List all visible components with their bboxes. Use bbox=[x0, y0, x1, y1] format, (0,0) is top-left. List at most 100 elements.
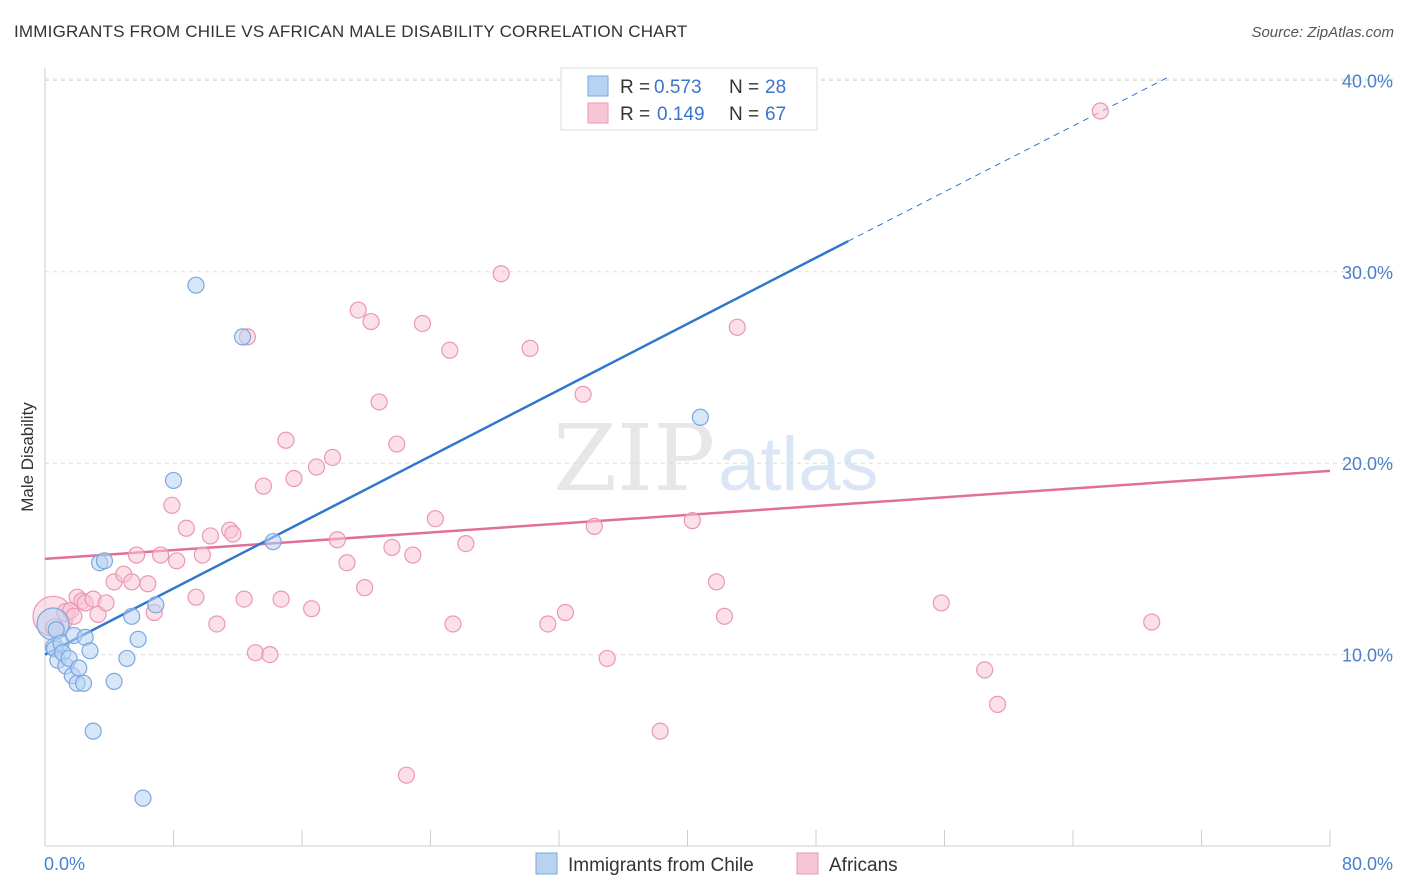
africans-point-53 bbox=[492, 265, 510, 283]
legend-n-value-africans: 67 bbox=[765, 104, 786, 125]
africans-point-44 bbox=[383, 538, 401, 557]
chile-point-15 bbox=[81, 642, 99, 660]
africans-point-34 bbox=[285, 469, 303, 488]
legend-swatch-africans bbox=[587, 102, 609, 124]
africans-point-64 bbox=[728, 318, 746, 336]
africans-point-32 bbox=[272, 590, 290, 608]
trend-line-chile-extension bbox=[847, 76, 1170, 242]
trend-line-chile bbox=[44, 240, 849, 656]
chile-point-28 bbox=[264, 533, 282, 551]
chile-point-12 bbox=[70, 659, 88, 677]
legend-r-value-chile: 0.573 bbox=[654, 77, 702, 98]
bottom-legend-swatch-chile bbox=[535, 852, 558, 875]
africans-point-51 bbox=[444, 615, 462, 633]
africans-point-52 bbox=[457, 534, 475, 553]
legend-r-label-chile: R = bbox=[620, 77, 650, 98]
watermark: ZIP atlas bbox=[553, 405, 879, 512]
africans-point-54 bbox=[521, 339, 539, 357]
africans-point-56 bbox=[556, 603, 575, 622]
africans-point-27 bbox=[235, 590, 253, 608]
chile-point-22 bbox=[129, 630, 147, 648]
africans-point-40 bbox=[349, 301, 367, 319]
africans-point-65 bbox=[932, 594, 950, 612]
bottom-legend-label-africans: Africans bbox=[829, 855, 898, 876]
africans-point-18 bbox=[163, 496, 181, 514]
watermark-atlas: atlas bbox=[718, 422, 879, 507]
africans-point-45 bbox=[388, 435, 406, 453]
x-tick-label-max: 80.0% bbox=[1342, 854, 1393, 874]
africans-point-10 bbox=[97, 594, 115, 612]
africans-point-36 bbox=[307, 458, 326, 476]
y-axis-label: Male Disability bbox=[18, 402, 37, 512]
chile-point-23 bbox=[134, 789, 152, 807]
chile-point-27 bbox=[233, 328, 252, 346]
chart-title: IMMIGRANTS FROM CHILE VS AFRICAN MALE DI… bbox=[14, 22, 688, 41]
africans-point-17 bbox=[152, 546, 170, 564]
africans-point-47 bbox=[404, 546, 422, 564]
chile-point-16 bbox=[84, 722, 102, 740]
y-tick-label-20: 20.0% bbox=[1342, 454, 1393, 474]
chile-point-21 bbox=[123, 607, 141, 625]
africans-point-63 bbox=[715, 607, 734, 625]
africans-point-19 bbox=[168, 552, 186, 570]
africans-point-42 bbox=[362, 312, 380, 331]
watermark-zip: ZIP bbox=[553, 405, 715, 512]
africans-point-59 bbox=[598, 649, 616, 668]
africans-point-58 bbox=[585, 517, 603, 535]
africans-point-13 bbox=[123, 573, 141, 591]
africans-point-24 bbox=[208, 615, 226, 633]
bottom-legend-label-chile: Immigrants from Chile bbox=[568, 855, 754, 876]
legend-r-label-africans: R = bbox=[620, 104, 650, 125]
y-tick-label-10: 10.0% bbox=[1342, 646, 1393, 666]
chile-point-29 bbox=[691, 408, 709, 426]
chile-point-13 bbox=[74, 674, 93, 692]
africans-point-14 bbox=[127, 546, 146, 564]
africans-point-21 bbox=[187, 588, 205, 606]
chile-point-25 bbox=[164, 471, 183, 490]
africans-point-66 bbox=[976, 661, 994, 679]
africans-point-37 bbox=[323, 448, 342, 467]
africans-point-41 bbox=[356, 579, 374, 597]
africans-point-23 bbox=[201, 527, 220, 545]
bottom-legend-swatch-africans bbox=[796, 852, 819, 875]
legend-n-label-africans: N = bbox=[729, 104, 759, 125]
legend-r-value-africans: 0.149 bbox=[657, 104, 705, 125]
africans-point-55 bbox=[539, 615, 557, 633]
correlation-legend: R = 0.573 N = 28 R = 0.149 N = 67 bbox=[560, 67, 818, 131]
africans-point-68 bbox=[1091, 102, 1109, 120]
chile-point-24 bbox=[147, 596, 165, 614]
africans-point-29 bbox=[246, 644, 265, 662]
africans-point-30 bbox=[254, 477, 273, 495]
chart-source: Source: ZipAtlas.com bbox=[1251, 24, 1394, 41]
africans-point-67 bbox=[988, 695, 1007, 713]
africans-point-48 bbox=[413, 314, 432, 333]
y-axis-tick-labels: 10.0% 20.0% 30.0% 40.0% bbox=[1342, 71, 1393, 665]
africans-point-43 bbox=[370, 393, 388, 411]
y-tick-label-40: 40.0% bbox=[1342, 71, 1393, 91]
africans-point-62 bbox=[707, 573, 726, 591]
y-tick-label-30: 30.0% bbox=[1342, 263, 1393, 283]
africans-point-35 bbox=[303, 600, 321, 618]
africans-point-69 bbox=[1143, 613, 1161, 631]
africans-point-39 bbox=[338, 554, 356, 572]
africans-point-26 bbox=[224, 525, 242, 543]
legend-swatch-chile bbox=[587, 75, 609, 97]
chile-point-19 bbox=[105, 672, 123, 690]
chile-point-18 bbox=[95, 552, 114, 570]
africans-point-31 bbox=[261, 645, 279, 664]
trend-lines bbox=[44, 76, 1331, 656]
chile-point-20 bbox=[118, 649, 136, 668]
africans-point-15 bbox=[139, 575, 157, 593]
series-chile-points bbox=[36, 276, 709, 807]
series-legend: Immigrants from Chile Africans bbox=[535, 852, 898, 876]
africans-point-38 bbox=[328, 531, 346, 549]
africans-point-46 bbox=[397, 766, 416, 784]
africans-point-61 bbox=[683, 512, 701, 530]
x-axis-ticks bbox=[44, 830, 1331, 846]
chile-point-26 bbox=[187, 276, 205, 294]
africans-point-20 bbox=[177, 519, 195, 537]
africans-point-60 bbox=[651, 722, 669, 740]
grid-lines bbox=[45, 78, 1393, 656]
africans-point-50 bbox=[441, 341, 459, 359]
